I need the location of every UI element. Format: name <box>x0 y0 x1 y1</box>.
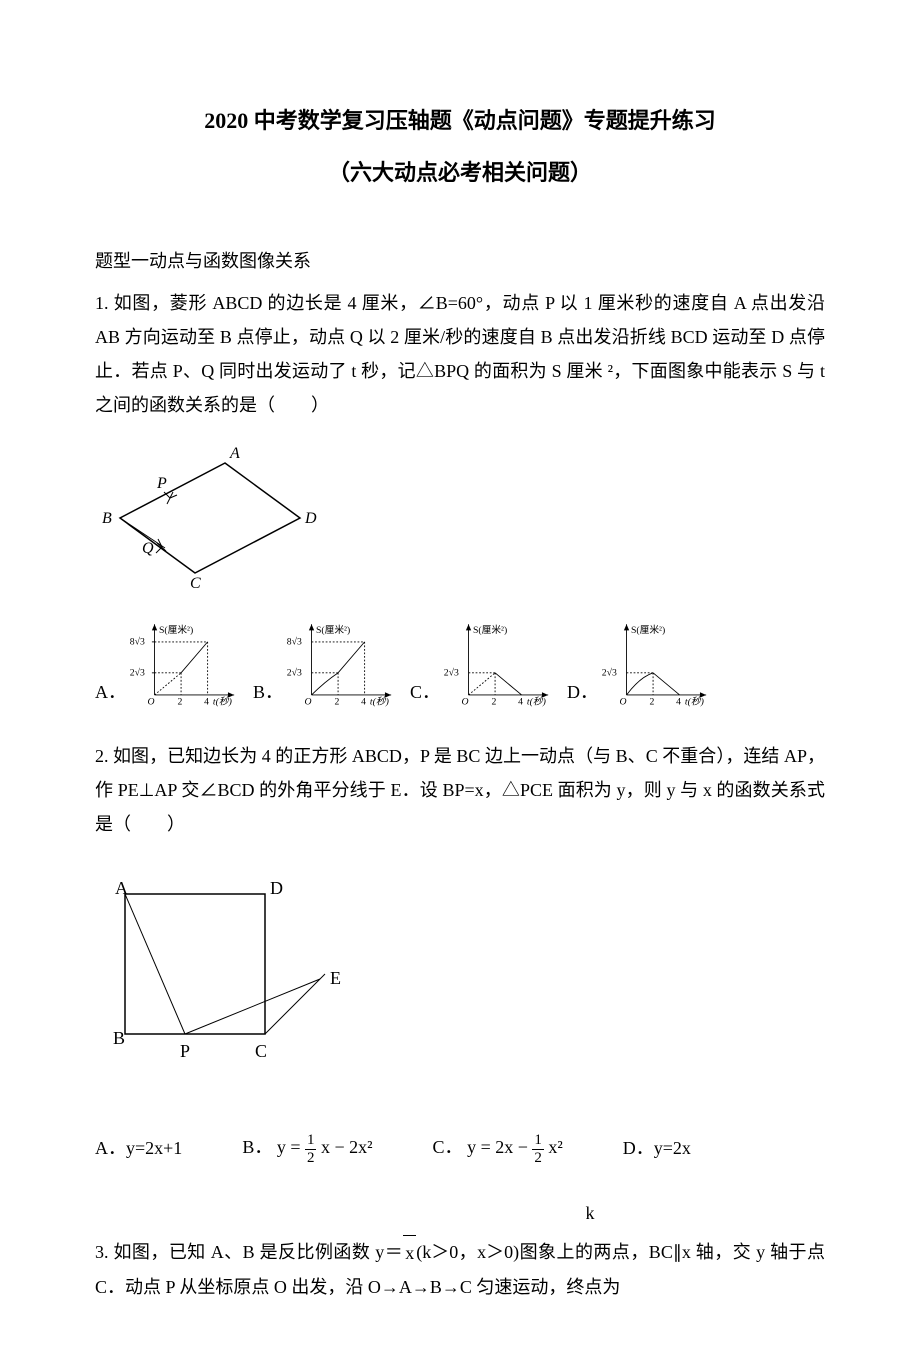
option-c-label: C． <box>410 675 440 709</box>
label-e-2: E <box>330 968 341 988</box>
label-c: C <box>190 575 201 588</box>
label-b-2: B <box>113 1028 125 1048</box>
svg-text:2: 2 <box>178 696 183 707</box>
option-a: A． S(厘米²) 8√3 2√3 O 2 4 t(秒) <box>95 619 243 709</box>
label-a: A <box>229 445 240 462</box>
option-2c: C． y = 2x − 1 2 x² <box>433 1130 563 1166</box>
graph-ylabel: S(厘米²) <box>159 623 193 636</box>
option-2b: B． y = 1 2 x − 2x² <box>242 1130 372 1166</box>
graph-option-b: S(厘米²) 8√3 2√3 O 2 4 t(秒) <box>285 619 400 709</box>
label-c-2: C <box>255 1041 267 1061</box>
rhombus-diagram: A B C D P Q <box>95 443 325 588</box>
svg-text:S(厘米²): S(厘米²) <box>316 623 350 636</box>
label-d-2: D <box>270 878 283 898</box>
svg-text:4: 4 <box>518 696 523 707</box>
label-p: P <box>156 475 167 492</box>
option-c: C． S(厘米²) 2√3 O 2 4 t(秒) <box>410 619 557 709</box>
svg-text:8√3: 8√3 <box>287 636 302 647</box>
square-diagram: A D B C P E <box>95 869 355 1079</box>
option-d: D． S(厘米²) 2√3 O 2 4 t(秒) <box>567 619 715 709</box>
graph-option-d: S(厘米²) 2√3 O 2 4 t(秒) <box>600 619 715 709</box>
svg-text:O: O <box>304 696 311 707</box>
svg-text:2√3: 2√3 <box>602 667 617 678</box>
option-d-label: D． <box>567 675 598 709</box>
svg-text:t(秒): t(秒) <box>685 695 704 707</box>
option-b-label: B． <box>253 675 283 709</box>
svg-text:t(秒): t(秒) <box>370 695 389 707</box>
svg-text:t(秒): t(秒) <box>213 695 232 707</box>
svg-text:8√3: 8√3 <box>130 636 145 647</box>
question-3-fraction-numerator: k <box>355 1196 825 1230</box>
document-subtitle: （六大动点必考相关问题） <box>95 152 825 194</box>
question-1-options: A． S(厘米²) 8√3 2√3 O 2 4 t(秒) B． <box>95 619 825 709</box>
svg-text:2√3: 2√3 <box>444 667 459 678</box>
document-title: 2020 中考数学复习压轴题《动点问题》专题提升练习 <box>95 100 825 142</box>
label-b: B <box>102 510 112 527</box>
question-2-options: A．y=2x+1 B． y = 1 2 x − 2x² C． y = 2x − … <box>95 1130 825 1166</box>
svg-text:O: O <box>147 696 154 707</box>
svg-text:S(厘米²): S(厘米²) <box>473 623 507 636</box>
svg-text:2: 2 <box>650 696 655 707</box>
svg-text:O: O <box>619 696 626 707</box>
svg-text:O: O <box>461 696 468 707</box>
svg-text:2: 2 <box>492 696 497 707</box>
question-2-text: 2. 如图，已知边长为 4 的正方形 ABCD，P 是 BC 边上一动点（与 B… <box>95 739 825 842</box>
option-2d: D．y=2x <box>623 1131 691 1165</box>
label-a-2: A <box>115 878 128 898</box>
graph-option-c: S(厘米²) 2√3 O 2 4 t(秒) <box>442 619 557 709</box>
question-3-text: 3. 如图，已知 A、B 是反比例函数 y＝x(k＞0，x＞0)图象上的两点，B… <box>95 1235 825 1304</box>
question-2-figure: A D B C P E <box>95 849 825 1120</box>
svg-text:4: 4 <box>204 696 209 707</box>
svg-text:S(厘米²): S(厘米²) <box>631 623 665 636</box>
option-b: B． S(厘米²) 8√3 2√3 O 2 4 t(秒) <box>253 619 400 709</box>
svg-text:4: 4 <box>361 696 366 707</box>
label-d: D <box>304 510 317 527</box>
svg-text:2: 2 <box>335 696 340 707</box>
svg-text:t(秒): t(秒) <box>527 695 546 707</box>
svg-text:2√3: 2√3 <box>130 667 145 678</box>
question-1-text: 1. 如图，菱形 ABCD 的边长是 4 厘米，∠B=60°，动点 P 以 1 … <box>95 286 825 423</box>
svg-text:2√3: 2√3 <box>287 667 302 678</box>
fraction-denominator: x <box>403 1235 416 1270</box>
option-2a: A．y=2x+1 <box>95 1131 182 1165</box>
question-1-figure: A B C D P Q <box>95 443 825 599</box>
svg-text:4: 4 <box>676 696 681 707</box>
section-header: 题型一动点与函数图像关系 <box>95 244 825 278</box>
option-a-label: A． <box>95 675 126 709</box>
graph-option-a: S(厘米²) 8√3 2√3 O 2 4 t(秒) <box>128 619 243 709</box>
label-p-2: P <box>180 1041 190 1061</box>
label-q: Q <box>142 540 154 557</box>
